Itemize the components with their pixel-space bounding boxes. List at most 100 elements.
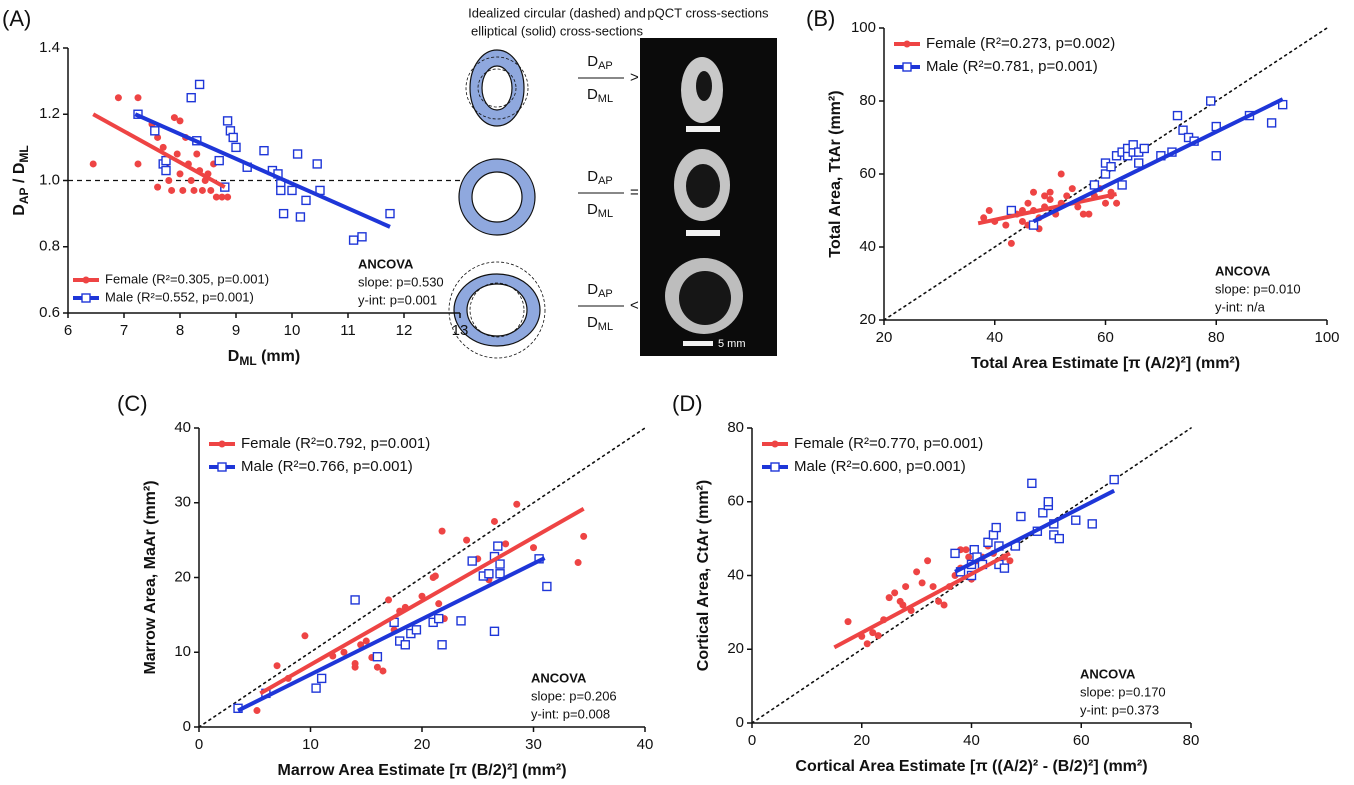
y-tick-label: 80 bbox=[859, 92, 876, 109]
point bbox=[580, 532, 588, 540]
x-tick-label: 20 bbox=[414, 736, 431, 753]
point bbox=[434, 613, 444, 624]
point bbox=[1074, 203, 1082, 211]
circle-dashed bbox=[477, 68, 517, 108]
point bbox=[1016, 511, 1026, 522]
x-tick-label: 0 bbox=[195, 736, 203, 753]
point bbox=[490, 517, 498, 525]
point bbox=[1002, 221, 1010, 229]
point bbox=[173, 150, 181, 158]
legend-label: Female (R²=0.305, p=0.001) bbox=[105, 271, 269, 286]
point bbox=[435, 600, 443, 608]
point bbox=[1018, 217, 1026, 225]
annotation: slope: p=0.530 bbox=[358, 274, 444, 289]
annotation: y-int: n/a bbox=[1215, 299, 1266, 314]
point bbox=[150, 126, 160, 136]
point bbox=[276, 185, 286, 196]
point bbox=[1006, 557, 1014, 565]
x-tick-label: 10 bbox=[284, 322, 301, 339]
point bbox=[176, 170, 184, 178]
point bbox=[311, 683, 321, 693]
point bbox=[1046, 188, 1054, 196]
label-part: ML bbox=[17, 145, 31, 162]
x-tick-label: 30 bbox=[525, 736, 542, 753]
annotation: y-int: p=0.373 bbox=[1080, 702, 1159, 717]
annotation: slope: p=0.010 bbox=[1215, 281, 1301, 296]
panel-label: (B) bbox=[806, 6, 835, 31]
point bbox=[1128, 140, 1138, 150]
marrow bbox=[696, 71, 712, 101]
scale-bar bbox=[686, 126, 720, 132]
point bbox=[190, 186, 198, 194]
point bbox=[301, 632, 309, 640]
point bbox=[1206, 96, 1216, 106]
annotation: ANCOVA bbox=[1080, 666, 1136, 681]
point bbox=[1106, 161, 1116, 172]
denominator: DML bbox=[587, 86, 613, 105]
y-tick-label: 10 bbox=[174, 643, 191, 660]
x-tick-label: 80 bbox=[1208, 329, 1225, 346]
y-tick-label: 20 bbox=[174, 568, 191, 585]
ellipse-inner bbox=[466, 283, 528, 337]
annotation: ANCOVA bbox=[531, 670, 587, 685]
point bbox=[844, 618, 852, 626]
point bbox=[467, 556, 477, 566]
x-tick-label: 60 bbox=[1073, 732, 1090, 749]
x-tick-label: 40 bbox=[637, 736, 654, 753]
point bbox=[316, 673, 327, 684]
point bbox=[278, 208, 289, 219]
y-axis-label: Cortical Area, CtAr (mm²) bbox=[695, 480, 712, 671]
point bbox=[372, 652, 383, 662]
diagram: Idealized circular (dashed) and elliptic… bbox=[448, 5, 651, 359]
fit-line bbox=[92, 112, 226, 189]
point bbox=[1038, 508, 1048, 518]
legend-label: Female (R²=0.273, p=0.002) bbox=[926, 35, 1115, 52]
y-axis-label: DAP / DML bbox=[11, 145, 31, 215]
point bbox=[1054, 533, 1065, 544]
legend-label: Male (R²=0.781, p=0.001) bbox=[926, 58, 1098, 75]
y-axis-label: Marrow Area, MaAr (mm²) bbox=[142, 480, 159, 674]
legend-marker bbox=[902, 62, 912, 72]
point bbox=[1113, 199, 1121, 207]
point bbox=[1057, 170, 1065, 178]
point bbox=[962, 546, 970, 554]
point bbox=[187, 177, 195, 184]
point bbox=[489, 626, 500, 637]
point bbox=[1089, 180, 1100, 190]
point bbox=[495, 559, 505, 569]
y-tick-label: 40 bbox=[727, 566, 744, 583]
x-tick-label: 80 bbox=[1183, 732, 1200, 749]
point bbox=[193, 150, 201, 158]
y-tick-label: 60 bbox=[859, 165, 876, 182]
y-tick-label: 40 bbox=[859, 238, 876, 255]
point bbox=[287, 185, 297, 196]
point bbox=[991, 522, 1001, 533]
denominator: DML bbox=[587, 201, 613, 220]
x-tick-label: 60 bbox=[1097, 329, 1114, 346]
point bbox=[214, 155, 224, 166]
point bbox=[935, 597, 943, 605]
circle-dashed bbox=[465, 56, 529, 120]
point bbox=[502, 540, 510, 548]
annotation: y-int: p=0.008 bbox=[531, 706, 610, 721]
point bbox=[362, 637, 370, 645]
legend-marker bbox=[82, 276, 90, 284]
point bbox=[218, 193, 226, 201]
point bbox=[1063, 192, 1071, 200]
y-tick-label: 60 bbox=[727, 493, 744, 510]
legend-marker bbox=[217, 462, 227, 472]
point bbox=[542, 581, 552, 592]
scale-bar bbox=[686, 230, 720, 236]
point bbox=[484, 569, 494, 579]
point bbox=[1079, 210, 1087, 218]
point bbox=[1087, 519, 1097, 529]
point bbox=[207, 186, 215, 194]
scale-label: 5 mm bbox=[718, 338, 746, 350]
point bbox=[89, 160, 97, 168]
annotation: y-int: p=0.001 bbox=[358, 292, 437, 307]
point bbox=[1043, 497, 1054, 507]
y-tick-label: 1.0 bbox=[39, 171, 60, 188]
panel-label: (C) bbox=[117, 391, 148, 416]
point bbox=[902, 583, 910, 591]
fit-line bbox=[954, 488, 1116, 574]
